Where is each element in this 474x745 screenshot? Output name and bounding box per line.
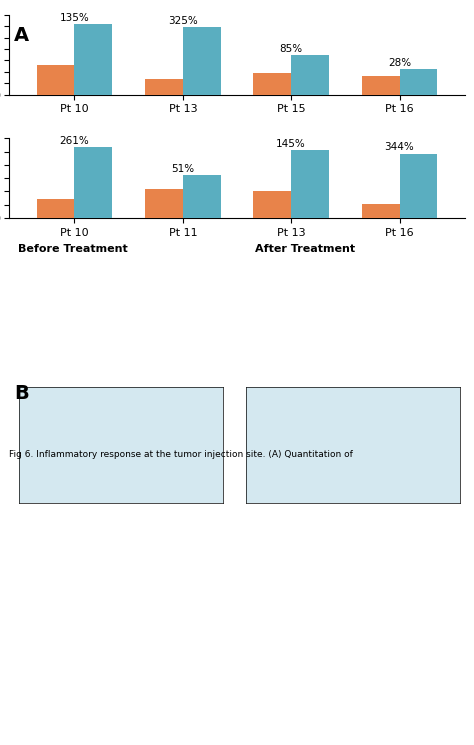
Text: A: A xyxy=(14,26,29,45)
Bar xyxy=(183,175,221,218)
Bar xyxy=(74,24,112,95)
Bar xyxy=(400,153,438,218)
Bar xyxy=(291,150,329,218)
Text: 261%: 261% xyxy=(60,136,90,146)
Bar xyxy=(145,189,183,218)
Bar xyxy=(253,191,291,218)
Bar xyxy=(362,204,400,218)
Bar xyxy=(253,73,291,95)
Bar xyxy=(36,199,74,218)
Text: 51%: 51% xyxy=(171,164,194,174)
Bar xyxy=(36,65,74,95)
Text: B: B xyxy=(14,384,29,403)
Text: 85%: 85% xyxy=(280,43,303,54)
Text: 344%: 344% xyxy=(384,142,414,153)
Text: 145%: 145% xyxy=(276,139,306,149)
Text: 325%: 325% xyxy=(168,16,198,26)
Bar xyxy=(291,54,329,95)
Text: After Treatment: After Treatment xyxy=(255,244,356,253)
Bar xyxy=(74,147,112,218)
Bar xyxy=(145,78,183,95)
Text: 28%: 28% xyxy=(388,58,411,69)
Text: Fig 6. Inflammatory response at the tumor injection site. (A) Quantitation of: Fig 6. Inflammatory response at the tumo… xyxy=(9,450,353,459)
Bar xyxy=(400,69,438,95)
Text: Before Treatment: Before Treatment xyxy=(18,244,128,253)
Bar xyxy=(183,28,221,95)
Bar xyxy=(362,76,400,95)
Text: 135%: 135% xyxy=(60,13,90,23)
